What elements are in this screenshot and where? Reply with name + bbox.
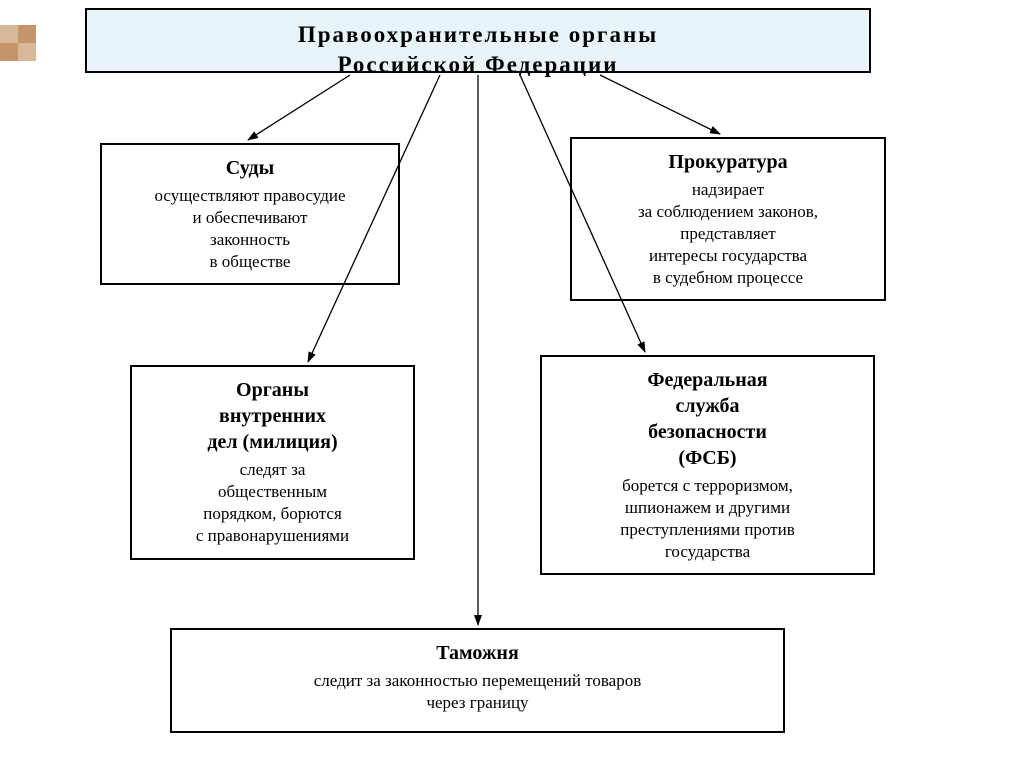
node-title: Таможня — [180, 640, 775, 666]
node-desc: следит за законностью перемещений товаро… — [180, 670, 775, 714]
node-title: Суды — [110, 155, 390, 181]
node-desc: следят за общественным порядком, борются… — [140, 459, 405, 547]
node-desc: осуществляют правосудие и обеспечивают з… — [110, 185, 390, 273]
node-desc: надзирает за соблюдением законов, предст… — [580, 179, 876, 289]
node-title: Органы внутренних дел (милиция) — [140, 377, 405, 455]
node-prosecutor: Прокуратура надзирает за соблюдением зако… — [570, 137, 886, 301]
node-fsb: Федеральная служба безопасности (ФСБ)бор… — [540, 355, 875, 575]
node-desc: борется с терроризмом, шпионажем и други… — [550, 475, 865, 563]
edge-arrow — [600, 75, 720, 134]
edge-arrow — [248, 75, 350, 140]
node-title: Федеральная служба безопасности (ФСБ) — [550, 367, 865, 471]
node-title: Прокуратура — [580, 149, 876, 175]
corner-decoration — [0, 25, 36, 61]
root-node: Правоохранительные органы Российской Фед… — [85, 8, 871, 73]
node-customs: Таможня следит за законностью перемещений… — [170, 628, 785, 733]
root-title: Правоохранительные органы Российской Фед… — [95, 20, 861, 80]
node-mvd: Органы внутренних дел (милиция)следят за… — [130, 365, 415, 560]
node-courts: Суды осуществляют правосудие и обеспечива… — [100, 143, 400, 285]
